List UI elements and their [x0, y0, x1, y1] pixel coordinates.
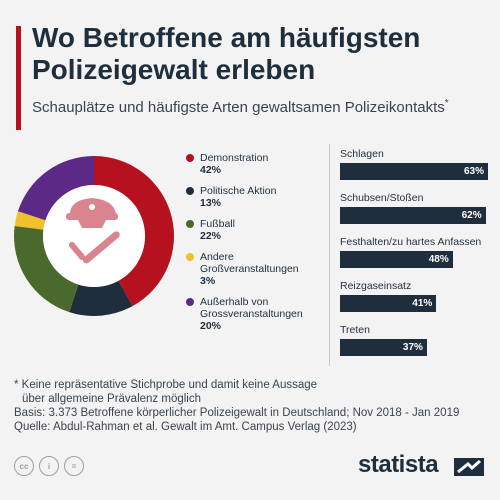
- cc-icon[interactable]: cc: [14, 456, 34, 476]
- bar-label-reizgaseinsatz: Reizgaseinsatz: [340, 280, 412, 292]
- bar-label-schlagen: Schlagen: [340, 148, 384, 160]
- page-title: Wo Betroffene am häufigsten Polizeigewal…: [32, 22, 421, 85]
- bar-value-festhalten: 48%: [428, 254, 449, 265]
- donut-chart: [14, 156, 174, 316]
- footnote-source: Quelle: Abdul-Rahman et al. Gewalt im Am…: [14, 421, 357, 433]
- donut-slice-ausserhalb: [17, 156, 94, 221]
- bar-track-treten: 37%: [340, 339, 488, 356]
- bar-schubsen-stossen: 62%: [340, 207, 486, 224]
- legend-item-demonstration: Demonstration 42%: [186, 152, 326, 176]
- equals-icon[interactable]: =: [64, 456, 84, 476]
- legend-dot-ausserhalb: [186, 298, 194, 306]
- legend-value-ausserhalb: 20%: [200, 320, 222, 332]
- legend-dot-andere: [186, 253, 194, 261]
- legend-value-fussball: 22%: [200, 230, 222, 242]
- legend-item-ausserhalb: Außerhalb von Grossveranstaltungen 20%: [186, 296, 316, 332]
- license-icons: cc i =: [14, 456, 84, 476]
- info-icon[interactable]: i: [39, 456, 59, 476]
- bar-row-schlagen: Schlagen 63%: [340, 148, 488, 180]
- footnote-line-1: * Keine repräsentative Stichprobe und da…: [14, 379, 318, 391]
- legend-item-politische-aktion: Politische Aktion 13%: [186, 185, 326, 209]
- bar-reizgaseinsatz: 41%: [340, 295, 437, 312]
- bar-row-festhalten: Festhalten/zu hartes Anfassen 48%: [340, 236, 488, 268]
- donut-legend: Demonstration 42% Politische Aktion 13% …: [186, 152, 326, 332]
- legend-value-andere: 3%: [200, 275, 216, 287]
- bar-label-treten: Treten: [340, 324, 370, 336]
- donut-center: [43, 185, 145, 287]
- bar-track-festhalten: 48%: [340, 251, 488, 268]
- subtitle-footnote-mark: *: [444, 98, 449, 109]
- bar-row-treten: Treten 37%: [340, 324, 488, 356]
- legend-item-andere: Andere Großveranstaltungen 3%: [186, 251, 316, 287]
- bar-label-festhalten: Festhalten/zu hartes Anfassen: [340, 236, 482, 248]
- statista-logo[interactable]: statista: [358, 451, 439, 478]
- bar-festhalten: 48%: [340, 251, 453, 268]
- legend-label-politische-aktion: Politische Aktion: [200, 185, 277, 197]
- donut-slice-fussball: [14, 225, 79, 313]
- legend-label-fussball: Fußball: [200, 218, 236, 230]
- bar-row-schubsen-stossen: Schubsen/Stoßen 62%: [340, 192, 488, 224]
- donut-slices: [14, 156, 174, 316]
- bar-value-reizgaseinsatz: 41%: [412, 298, 433, 309]
- legend-label-demonstration: Demonstration: [200, 152, 269, 164]
- legend-value-demonstration: 42%: [200, 164, 222, 176]
- bar-value-schubsen-stossen: 62%: [461, 210, 482, 221]
- legend-dot-demonstration: [186, 154, 194, 162]
- bar-value-schlagen: 63%: [463, 166, 484, 177]
- legend-value-politische-aktion: 13%: [200, 197, 222, 209]
- bars-divider: [329, 144, 330, 366]
- bar-track-schubsen-stossen: 62%: [340, 207, 488, 224]
- footnote-line-2: über allgemeine Prävalenz möglich: [22, 393, 201, 405]
- subtitle-text: Schauplätze und häufigste Arten gewaltsa…: [32, 99, 445, 116]
- bar-schlagen: 63%: [340, 163, 488, 180]
- bar-chart: Schlagen 63% Schubsen/Stoßen 62% Festhalten/…: [330, 144, 490, 366]
- legend-dot-fussball: [186, 220, 194, 228]
- bar-row-reizgaseinsatz: Reizgaseinsatz 41%: [340, 280, 488, 312]
- bar-label-schubsen-stossen: Schubsen/Stoßen: [340, 192, 424, 204]
- legend-label-andere: Andere Großveranstaltungen: [200, 251, 299, 275]
- police-cap-and-baton-icon: [66, 198, 120, 264]
- bar-track-reizgaseinsatz: 41%: [340, 295, 488, 312]
- donut-slice-andere: [14, 211, 46, 230]
- legend-label-ausserhalb: Außerhalb von Grossveranstaltungen: [200, 296, 303, 320]
- legend-dot-politische-aktion: [186, 187, 194, 195]
- bar-treten: 37%: [340, 339, 427, 356]
- page-subtitle: Schauplätze und häufigste Arten gewaltsa…: [32, 94, 492, 117]
- donut-slice-politische-aktion: [69, 280, 133, 316]
- footnote: * Keine repräsentative Stichprobe und da…: [14, 378, 494, 434]
- footnote-basis: Basis: 3.373 Betroffene körperlicher Pol…: [14, 407, 460, 419]
- title-accent-bar: [16, 26, 21, 130]
- bar-value-treten: 37%: [402, 342, 423, 353]
- legend-item-fussball: Fußball 22%: [186, 218, 326, 242]
- bar-track-schlagen: 63%: [340, 163, 488, 180]
- donut-slice-demonstration: [94, 156, 174, 307]
- statista-logo-mark-icon: [454, 458, 484, 476]
